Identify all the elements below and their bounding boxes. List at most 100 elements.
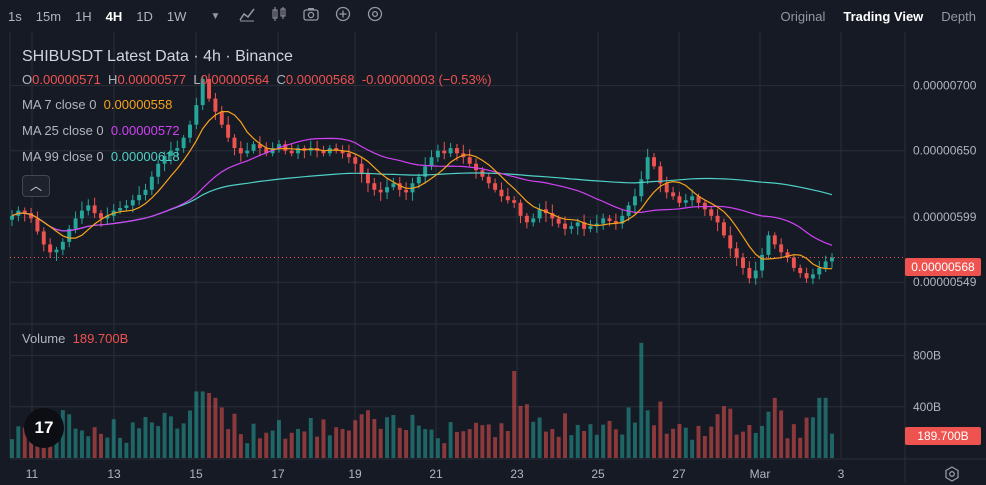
candle-body: [130, 200, 135, 206]
volume-bar: [537, 417, 542, 458]
candle-body: [188, 124, 192, 138]
ma7-line: [11, 110, 832, 270]
volume-bar: [594, 434, 599, 458]
time-tick-label: 23: [510, 467, 524, 481]
volume-bar: [671, 428, 676, 458]
candle-body: [22, 210, 27, 214]
volume-bar: [607, 420, 612, 458]
volume-bar: [308, 417, 313, 458]
candle-body: [200, 79, 205, 106]
timeframe-1d[interactable]: 1D: [136, 8, 153, 24]
volume-value: 189.700B: [72, 331, 129, 346]
volume-bar: [677, 424, 682, 458]
tab-original[interactable]: Original: [780, 8, 826, 24]
volume-bar: [791, 424, 796, 458]
candle-body: [245, 150, 250, 154]
candle-body: [238, 148, 243, 154]
volume-bar: [397, 427, 402, 458]
candle-body: [467, 157, 472, 164]
price-tick-label: 0.00000700: [913, 79, 977, 93]
volume-bar: [353, 420, 358, 458]
volume-bar: [404, 430, 409, 458]
gear-icon[interactable]: [944, 466, 960, 485]
volume-bar: [734, 434, 739, 458]
volume-bar: [543, 431, 548, 458]
candle-body: [156, 163, 161, 177]
settings-icon[interactable]: [366, 6, 384, 26]
close-value: 0.00000568: [285, 72, 355, 87]
volume-bar: [207, 392, 212, 458]
time-tick-label: 11: [26, 467, 39, 481]
price-tick-label: 0.00000599: [913, 210, 977, 224]
volume-bar: [111, 419, 116, 458]
candle-body: [181, 137, 186, 149]
candle-body: [346, 153, 351, 158]
tradingview-logo[interactable]: 17: [24, 408, 64, 448]
candle-body: [804, 273, 809, 279]
candle-body: [454, 148, 459, 154]
candle-body: [817, 267, 822, 275]
timeframe-15m[interactable]: 15m: [35, 8, 62, 24]
collapse-legend-button[interactable]: ︿: [22, 175, 50, 197]
candle-body: [486, 176, 491, 184]
candle-body: [550, 213, 555, 219]
candle-body: [683, 200, 688, 203]
candle-body: [10, 215, 14, 220]
volume-bar: [302, 431, 307, 458]
candle-body: [378, 189, 383, 193]
volume-bar: [785, 438, 790, 458]
volume-bar: [461, 431, 466, 458]
volume-bar: [639, 342, 644, 458]
candle-body: [124, 205, 129, 208]
candle-body: [79, 210, 84, 219]
volume-bar: [810, 417, 815, 458]
view-tabs: Original Trading View Depth: [781, 0, 976, 32]
volume-bar: [512, 370, 517, 458]
candle-body: [582, 222, 587, 229]
volume-bar: [575, 424, 580, 458]
open-label: O: [22, 72, 33, 87]
tab-trading-view[interactable]: Trading View: [843, 8, 924, 24]
volume-bar: [10, 439, 14, 458]
chevron-down-icon[interactable]: ▼: [210, 10, 221, 22]
volume-bar: [709, 426, 714, 458]
candle-body: [448, 148, 453, 154]
candle-body: [442, 150, 447, 154]
timeframe-1w[interactable]: 1W: [166, 8, 187, 24]
candle-body: [798, 267, 803, 274]
timeframe-1h[interactable]: 1H: [75, 8, 92, 24]
add-circle-icon[interactable]: [334, 6, 352, 26]
volume-bar: [588, 424, 593, 458]
volume-bar: [664, 433, 669, 458]
volume-legend: Volume 189.700B: [22, 331, 128, 346]
volume-bar: [124, 442, 129, 458]
tab-depth[interactable]: Depth: [941, 8, 976, 24]
candle-body: [499, 189, 504, 197]
candle-type-icon[interactable]: [270, 6, 288, 26]
camera-icon[interactable]: [302, 6, 320, 26]
candle-body: [232, 137, 237, 149]
volume-bar: [563, 413, 567, 458]
volume-bar: [601, 424, 606, 458]
volume-label: Volume: [22, 331, 66, 346]
price-chart[interactable]: 0.00000700 0.00000650 0.00000599 0.00000549…: [0, 32, 986, 483]
candle-body: [54, 249, 59, 253]
timeframe-4h[interactable]: 4H: [105, 8, 123, 24]
candle-body: [391, 183, 396, 188]
candle-body: [493, 183, 498, 190]
candle-body: [779, 244, 784, 253]
candle-body: [620, 215, 625, 224]
candle-body: [594, 223, 599, 227]
volume-bar: [327, 435, 332, 458]
candle-body: [277, 144, 281, 149]
candle-body: [340, 150, 345, 154]
time-tick-label: Mar: [750, 467, 771, 481]
candle-body: [251, 144, 256, 151]
timeframe-1s[interactable]: 1s: [8, 8, 22, 24]
volume-bar: [518, 405, 523, 458]
indicators-icon[interactable]: [238, 6, 256, 26]
candle-body: [524, 215, 529, 223]
candle-body: [372, 183, 377, 190]
candle-body: [753, 270, 758, 279]
candle-body: [563, 223, 567, 229]
